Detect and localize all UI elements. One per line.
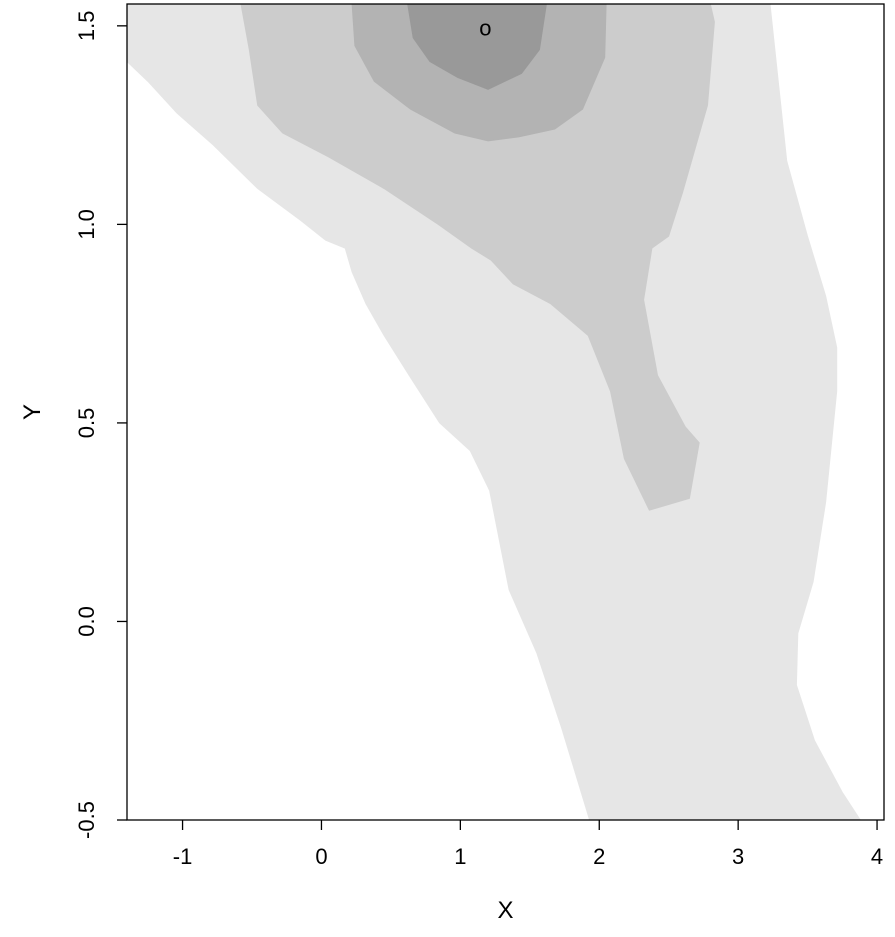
x-tick-label: 1	[454, 844, 466, 869]
y-tick-label: 0.0	[74, 606, 99, 637]
x-tick-label: -1	[173, 844, 193, 869]
contour-fills	[126, 3, 862, 821]
contour-level-2	[240, 3, 715, 511]
y-tick-label: 0.5	[74, 408, 99, 439]
y-tick-label: 1.0	[74, 209, 99, 240]
x-axis-label: X	[497, 897, 513, 924]
x-tick-label: 4	[871, 844, 883, 869]
y-axis: -0.5 0.0 0.5 1.0 1.5	[74, 11, 127, 839]
contour-level-4	[407, 3, 547, 90]
plot-frame	[126, 3, 885, 821]
y-tick-label: 1.5	[74, 11, 99, 42]
marker-point-label: o	[479, 16, 491, 41]
x-axis: -1 0 1 2 3 4	[173, 820, 883, 869]
marker-layer: o	[479, 16, 491, 41]
y-axis-label: Y	[19, 404, 46, 420]
x-tick-label: 0	[315, 844, 327, 869]
x-tick-label: 3	[732, 844, 744, 869]
y-tick-label: -0.5	[74, 801, 99, 839]
x-tick-label: 2	[593, 844, 605, 869]
